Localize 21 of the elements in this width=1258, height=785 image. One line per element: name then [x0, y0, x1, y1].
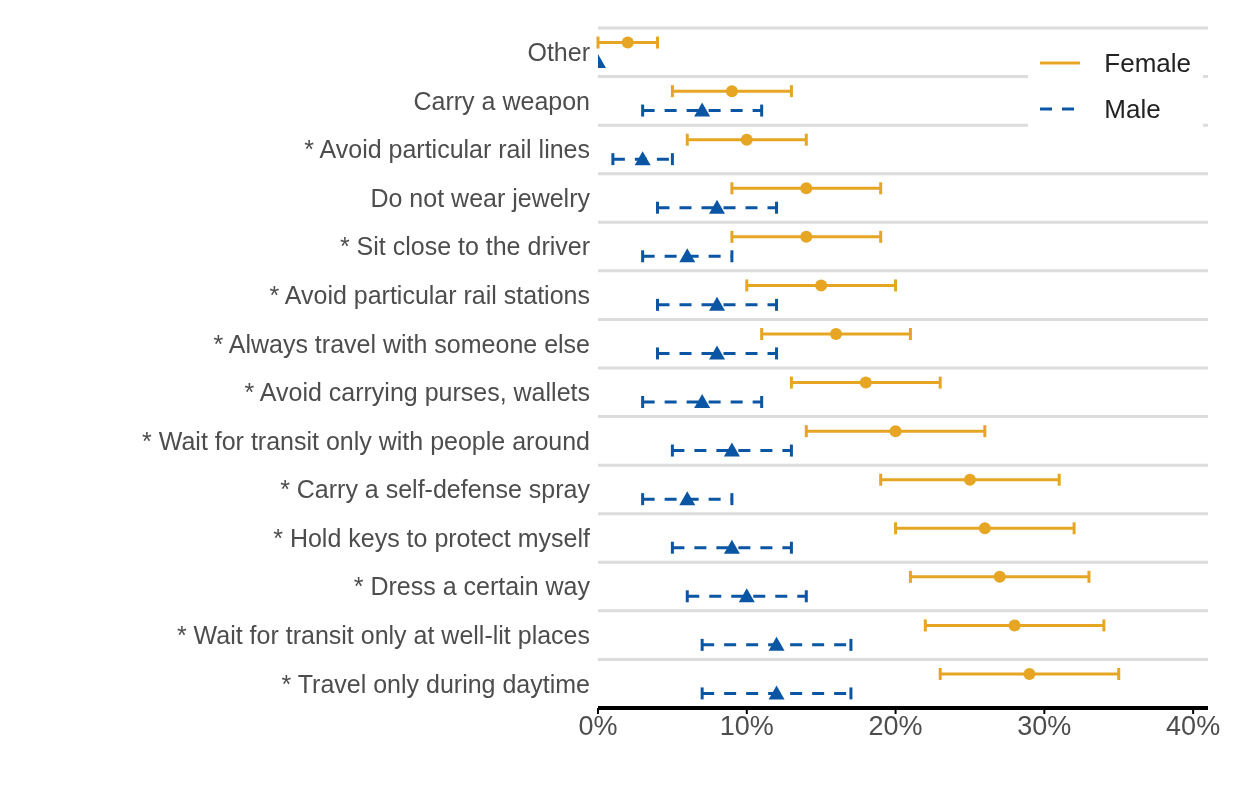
y-tick-label: * Wait for transit only with people around: [142, 426, 590, 455]
y-tick-label: * Hold keys to protect myself: [273, 523, 591, 552]
x-tick-label: 40%: [1166, 711, 1221, 742]
y-tick-label: Do not wear jewelry: [370, 183, 591, 212]
y-tick-label: Carry a weapon: [413, 86, 590, 115]
y-tick-label: * Avoid particular rail lines: [304, 135, 590, 164]
y-tick-label: * Wait for transit only at well-lit places: [176, 621, 590, 650]
y-tick-label: * Carry a self-defense spray: [280, 475, 591, 504]
y-tick-label: * Avoid particular rail stations: [269, 281, 590, 310]
y-tick-label: * Dress a certain way: [353, 572, 591, 601]
y-tick-label: Other: [527, 38, 590, 67]
x-tick-label: 30%: [1017, 711, 1072, 742]
legend-label: Female: [1104, 47, 1191, 79]
x-tick-label: 20%: [868, 711, 923, 742]
y-tick-label: * Avoid carrying purses, wallets: [244, 378, 590, 407]
y-tick-label: * Always travel with someone else: [213, 329, 590, 358]
y-tick-label: * Sit close to the driver: [339, 232, 590, 261]
x-tick-label: 0%: [578, 711, 618, 742]
y-tick-label: * Travel only during daytime: [281, 669, 590, 698]
x-tick-label: 10%: [719, 711, 774, 742]
legend-label: Male: [1104, 93, 1161, 125]
